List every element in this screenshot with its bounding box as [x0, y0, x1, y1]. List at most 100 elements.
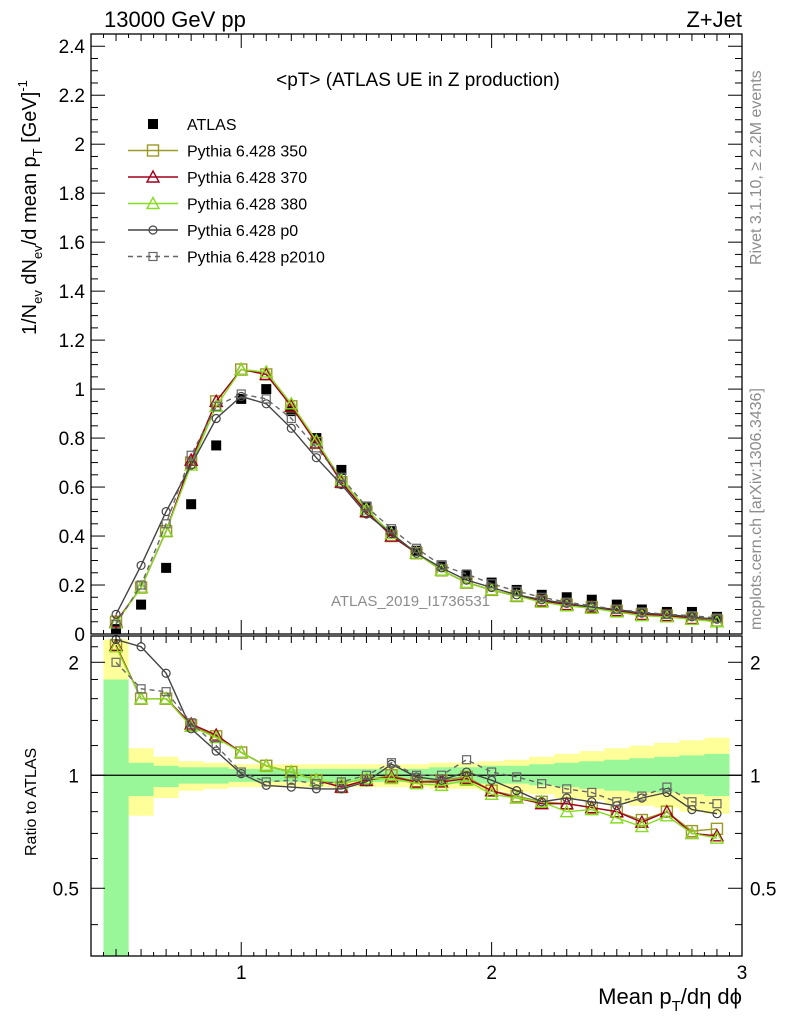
main-point-p2010-8	[311, 443, 321, 453]
ratio-point-p350-24	[710, 822, 724, 836]
ratio-point-p380-1	[133, 691, 149, 705]
ratio-point-p0-8	[311, 784, 321, 794]
ratio-point-p2010-22	[662, 782, 672, 792]
main-point-atlas-1	[136, 599, 147, 610]
ratio-point-p2010-6	[261, 777, 271, 787]
legend-label-p0: Pythia 6.428 p0	[187, 223, 298, 240]
main-point-p2010-4	[211, 401, 221, 411]
main-point-p2010-16	[512, 586, 522, 596]
legend-marker-p380	[145, 196, 161, 210]
ratio-point-p370-4	[209, 727, 224, 741]
main-y-tick-label: 0	[74, 625, 85, 646]
main-point-p2010-7	[286, 413, 296, 424]
rivet-note: Rivet 3.1.10, ≥ 2.2M events	[748, 70, 765, 265]
main-point-p0-9	[336, 480, 346, 490]
analysis-id: ATLAS_2019_I1736531	[331, 593, 490, 610]
main-series-p2010	[111, 389, 722, 629]
ratio-point-p370-12	[409, 774, 424, 788]
ratio-y-tick-label-right: 2	[750, 653, 761, 674]
ratio-error-bands	[103, 639, 730, 956]
main-point-atlas-9	[336, 464, 347, 475]
main-point-p380-6	[259, 364, 274, 378]
ratio-point-p0-14	[461, 767, 472, 777]
ratio-point-p0-2	[161, 668, 171, 678]
main-y-tick-label: 0.4	[59, 527, 86, 548]
main-point-p0-7	[286, 423, 296, 433]
main-y-tick-label: 0.8	[59, 429, 85, 450]
main-point-p2010-6	[261, 394, 271, 404]
main-line-p2010	[115, 393, 718, 625]
ratio-point-p0-18	[562, 793, 572, 803]
main-point-p0-10	[361, 509, 372, 519]
ratio-line-p380	[115, 646, 718, 839]
main-point-p2010-15	[487, 579, 497, 589]
main-point-atlas-6	[261, 384, 272, 395]
main-series-p380	[108, 362, 725, 629]
main-point-p2010-13	[436, 560, 447, 571]
ratio-point-p2010-15	[487, 767, 497, 777]
ratio-point-p380-12	[409, 776, 424, 790]
ratio-point-p2010-24	[712, 799, 722, 809]
ratio-point-p370-0	[108, 637, 124, 651]
main-line-p370	[115, 368, 718, 623]
legend-label-atlas: ATLAS	[187, 117, 237, 134]
ratio-y-tick-label: 0.5	[53, 879, 79, 900]
x-axis-label: Mean pT/dη dϕ	[598, 984, 742, 1015]
main-y-tick-label: 2.2	[59, 86, 85, 107]
legend-label-p350: Pythia 6.428 350	[187, 144, 307, 161]
legend-marker-p2010	[148, 251, 158, 262]
main-point-p0-11	[386, 528, 397, 539]
ratio-y-tick-label-right: 1	[750, 766, 761, 787]
header-right: Z+Jet	[686, 7, 742, 32]
ratio-point-p380-19	[584, 802, 599, 816]
ratio-point-p370-24	[709, 828, 725, 842]
main-y-tick-label: 1	[74, 380, 85, 401]
ratio-point-p2010-9	[336, 777, 346, 787]
main-point-atlas-5	[236, 393, 247, 404]
ratio-point-p380-7	[284, 764, 299, 778]
ratio-point-p370-20	[609, 804, 624, 818]
main-point-p380-8	[309, 433, 324, 447]
main-point-p380-4	[209, 398, 224, 412]
x-tick-label: 2	[486, 963, 497, 984]
ratio-point-p0-10	[361, 777, 372, 787]
main-line-p0	[115, 395, 718, 620]
main-y-tick-label: 1.2	[59, 331, 85, 352]
legend-item-p380: Pythia 6.428 380	[128, 196, 307, 214]
main-point-p2010-9	[336, 472, 346, 482]
ratio-point-p0-19	[587, 797, 597, 807]
main-point-p2010-23	[687, 611, 697, 621]
main-point-p2010-24	[712, 613, 722, 623]
ratio-point-p380-0	[108, 639, 124, 653]
ratio-point-p370-11	[384, 769, 399, 783]
ratio-point-p2010-16	[512, 772, 522, 782]
ratio-point-p350-23	[685, 824, 699, 838]
ratio-point-p0-22	[662, 787, 672, 798]
ratio-point-p380-2	[158, 691, 174, 705]
ratio-point-p380-15	[484, 786, 499, 800]
main-y-tick-label: 1.6	[59, 233, 85, 254]
main-line-p350	[115, 368, 718, 623]
ratio-y-tick-label: 1	[68, 766, 79, 787]
ratio-line-p370	[115, 645, 718, 837]
ratio-point-p2010-12	[411, 770, 422, 780]
legend-marker-atlas	[148, 119, 158, 129]
main-point-p380-5	[234, 362, 249, 376]
main-point-p2010-1	[136, 580, 146, 590]
ratio-point-p2010-17	[537, 779, 547, 789]
legend-marker-p350	[146, 144, 160, 157]
ratio-point-p370-18	[559, 796, 574, 810]
main-point-p2010-22	[662, 609, 672, 620]
ratio-point-p380-13	[434, 777, 449, 792]
main-point-atlas-3	[186, 499, 197, 510]
main-y-tick-label: 1.8	[59, 184, 85, 205]
main-point-atlas-12	[411, 545, 422, 556]
ratio-point-p380-11	[384, 771, 399, 785]
main-point-p0-8	[311, 453, 321, 463]
ratio-point-p0-13	[436, 775, 447, 785]
ratio-point-p2010-11	[386, 758, 397, 768]
ratio-point-p0-9	[336, 784, 346, 794]
main-point-p0-4	[211, 413, 221, 424]
ratio-point-p380-18	[559, 804, 574, 818]
series-layer	[108, 362, 725, 844]
